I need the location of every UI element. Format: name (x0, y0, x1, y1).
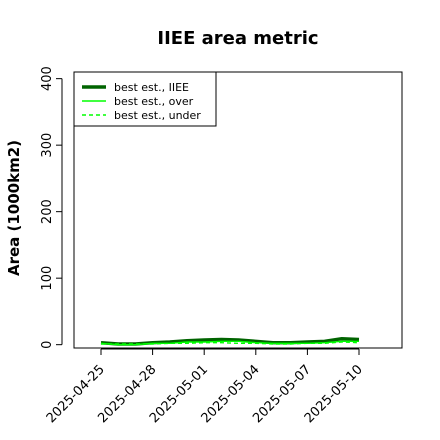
y-axis: 0 100 200 300 400 (40, 66, 63, 349)
y-tick-label: 100 (40, 266, 55, 291)
series-line-3 (101, 341, 360, 345)
legend-label: best est., under (114, 109, 201, 122)
y-tick-label: 0 (40, 341, 55, 349)
x-axis: 2025-04-252025-04-282025-05-012025-05-04… (44, 348, 366, 426)
legend-label: best est., over (114, 95, 194, 108)
y-tick-label: 300 (40, 133, 55, 158)
y-axis-label: Area (1000km2) (5, 140, 23, 276)
legend-label: best est., IIEE (114, 81, 189, 94)
y-tick-label: 400 (40, 66, 55, 91)
plot-area (73, 71, 403, 349)
series-layer (100, 337, 360, 346)
y-tick-label: 200 (40, 199, 55, 224)
chart-title: IIEE area metric (157, 28, 318, 49)
legend-box (73, 71, 217, 127)
